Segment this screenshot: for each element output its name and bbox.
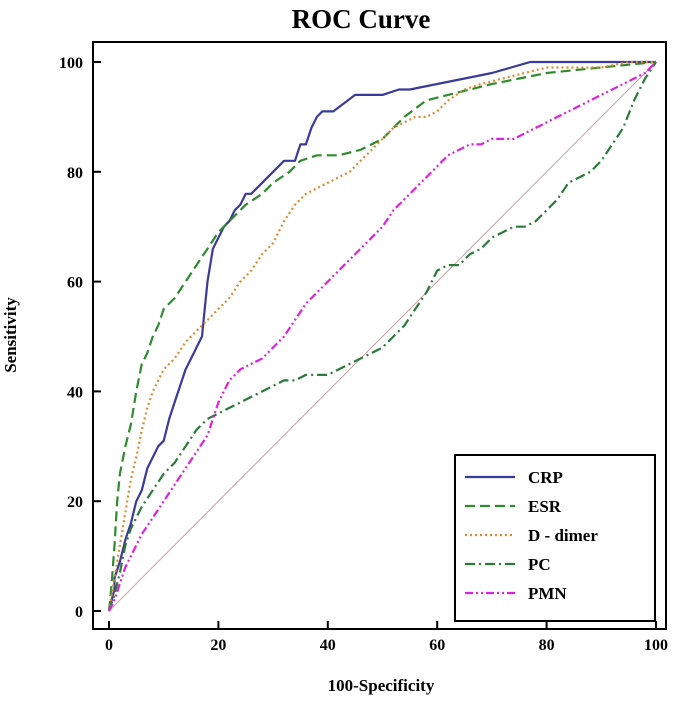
y-tick-label: 0 [75, 604, 83, 621]
reference-layer [108, 61, 657, 612]
legend-label-pmn: PMN [528, 584, 567, 603]
y-tick-label: 60 [67, 275, 83, 292]
chart-title: ROC Curve [292, 4, 431, 34]
x-tick-label: 0 [105, 637, 113, 654]
legend-label-esr: ESR [528, 497, 562, 516]
y-axis-label: Sensitivity [1, 297, 20, 373]
x-tick-label: 40 [320, 637, 336, 654]
y-tick-label: 40 [67, 384, 83, 401]
series-line-pmn [108, 61, 657, 612]
axis-ticks: 0 20 40 60 80 100 0 20 40 60 80 100 [59, 55, 668, 654]
x-tick-label: 80 [539, 637, 555, 654]
y-tick-label: 80 [67, 165, 83, 182]
reference-diagonal-line [108, 61, 657, 612]
legend: CRP ESR D - dimer PC PMN [454, 454, 656, 622]
x-tick-label: 20 [210, 637, 226, 654]
plot-frame [92, 41, 667, 630]
y-tick-label: 100 [59, 55, 83, 72]
series-line-esr [107, 60, 657, 612]
x-tick-label: 100 [644, 637, 668, 654]
legend-box [454, 454, 656, 622]
series-line-crp [107, 60, 656, 612]
x-axis-label: 100-Specificity [328, 676, 435, 695]
legend-label-d-dimer: D - dimer [528, 526, 598, 545]
legend-label-crp: CRP [528, 468, 563, 487]
series-line-d-dimer [107, 60, 656, 612]
series-layer [107, 60, 657, 612]
legend-label-pc: PC [528, 555, 551, 574]
x-tick-label: 60 [429, 637, 445, 654]
y-tick-label: 20 [67, 494, 83, 511]
